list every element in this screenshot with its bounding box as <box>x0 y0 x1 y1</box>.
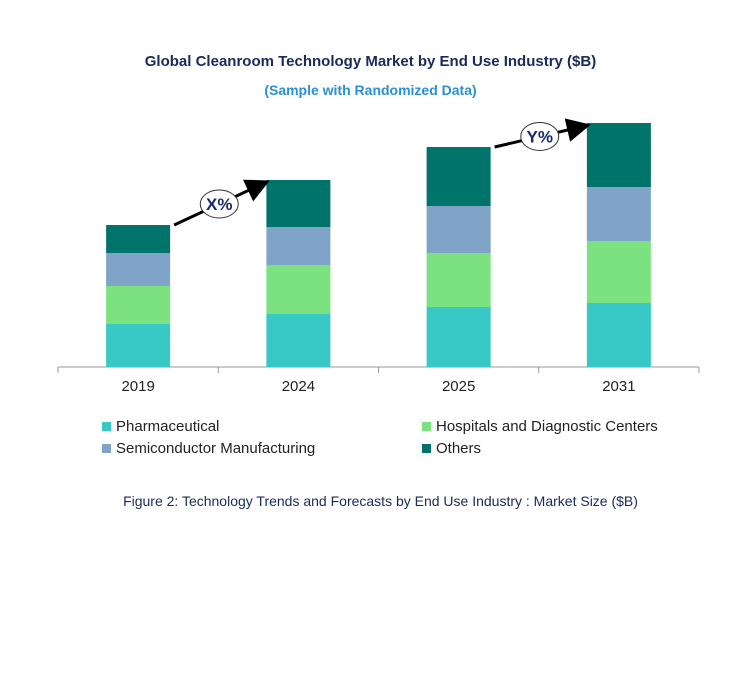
legend-swatch <box>102 444 111 453</box>
bar-segment <box>586 241 651 303</box>
bar-segment <box>266 314 331 367</box>
legend-item-pharmaceutical: Pharmaceutical <box>102 418 219 435</box>
growth-label: X% <box>206 195 232 214</box>
x-tick-label: 2024 <box>282 378 315 395</box>
bar-segment <box>106 253 171 286</box>
bar-segment <box>426 206 491 253</box>
bar-segment <box>426 253 491 307</box>
bar-segment <box>106 324 171 367</box>
legend-swatch <box>102 422 111 431</box>
legend-item-semiconductor: Semiconductor Manufacturing <box>102 440 315 457</box>
x-tick-label: 2031 <box>602 378 635 395</box>
bar-segment <box>106 225 171 253</box>
bar-chart: 2019 2024 2025 2031 X% Y% <box>57 118 700 395</box>
chart-title: Global Cleanroom Technology Market by En… <box>144 53 597 70</box>
bar-segment <box>426 147 491 206</box>
bar-segment <box>106 286 171 324</box>
legend-label: Hospitals and Diagnostic Centers <box>436 418 658 435</box>
bar-segment <box>586 123 651 187</box>
bar-segment <box>586 303 651 367</box>
bar-segment <box>586 187 651 241</box>
legend-swatch <box>422 422 431 431</box>
legend-label: Semiconductor Manufacturing <box>116 440 316 457</box>
legend-label: Others <box>436 440 482 457</box>
figure-caption: Figure 2: Technology Trends and Forecast… <box>123 493 638 509</box>
bar-segment <box>266 227 331 265</box>
x-tick-label: 2025 <box>442 378 475 395</box>
bar-segment <box>426 307 491 367</box>
chart-subtitle: (Sample with Randomized Data) <box>264 82 477 98</box>
legend-swatch <box>422 444 431 453</box>
x-tick-label: 2019 <box>121 378 154 395</box>
growth-bubble <box>520 122 560 151</box>
growth-bubble <box>199 189 239 219</box>
legend-item-others: Others <box>422 440 481 457</box>
bar-segment <box>266 180 331 227</box>
legend-label: Pharmaceutical <box>116 418 220 435</box>
growth-label: Y% <box>527 128 553 147</box>
bar-segment <box>266 265 331 314</box>
legend-item-hospitals: Hospitals and Diagnostic Centers <box>422 418 658 435</box>
